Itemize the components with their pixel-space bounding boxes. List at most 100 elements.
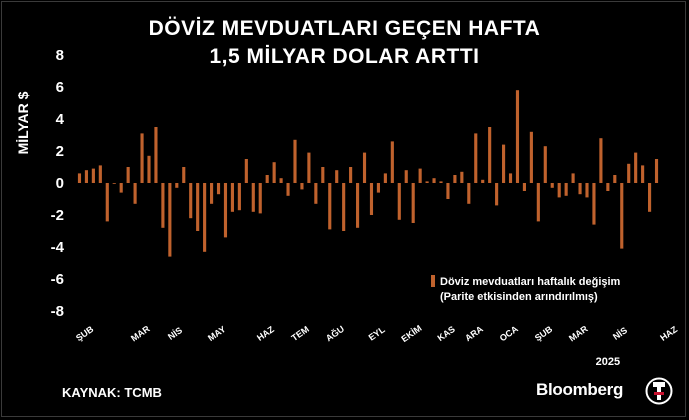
bar xyxy=(488,127,492,183)
bar xyxy=(105,183,109,222)
x-tick-label: HAZ xyxy=(255,324,276,343)
y-tick-label: -4 xyxy=(51,239,65,256)
brand-label: Bloomberg xyxy=(536,380,624,399)
bar xyxy=(634,152,638,183)
bar xyxy=(418,168,422,183)
y-tick-label: -2 xyxy=(51,207,64,224)
bar xyxy=(133,183,137,204)
bar xyxy=(321,167,325,183)
bar xyxy=(439,181,443,183)
bar xyxy=(147,155,151,183)
y-tick-label: 2 xyxy=(56,143,64,160)
x-tick-label: OCA xyxy=(498,323,521,343)
bar xyxy=(293,139,297,183)
bar xyxy=(126,167,130,183)
bar xyxy=(390,141,394,183)
bar xyxy=(342,183,346,231)
bar xyxy=(620,183,624,249)
legend-swatch xyxy=(431,275,435,287)
chart-title-line1: DÖVİZ MEVDUATLARI GEÇEN HAFTA xyxy=(148,17,541,40)
x-tick-label: EKİM xyxy=(399,323,423,344)
bar xyxy=(411,183,415,223)
bar xyxy=(168,183,172,257)
bar xyxy=(425,181,429,183)
x-tick-label: HAZ xyxy=(658,324,679,343)
bar xyxy=(543,146,547,183)
x-tick-label: ARA xyxy=(463,324,485,344)
bar xyxy=(265,175,269,183)
bar xyxy=(154,127,158,183)
bar xyxy=(585,183,589,198)
bar xyxy=(446,183,450,199)
y-tick-label: 6 xyxy=(56,79,64,96)
bar xyxy=(529,131,533,183)
bar xyxy=(307,152,311,183)
bar xyxy=(460,171,464,183)
bar xyxy=(328,183,332,230)
bar xyxy=(599,138,603,183)
bar xyxy=(349,167,353,183)
bar xyxy=(383,173,387,183)
bar xyxy=(606,183,610,191)
bar xyxy=(495,183,499,206)
x-tick-label: EYL xyxy=(367,324,387,343)
bar xyxy=(613,175,617,183)
legend-sublabel: (Parite etkisinden arındırılmış) xyxy=(440,291,598,303)
ht-logo-icon xyxy=(645,377,673,405)
x-tick-label: MAY xyxy=(206,324,227,343)
bar xyxy=(210,183,214,204)
x-tick-label: MAR xyxy=(567,323,590,343)
bar xyxy=(578,183,582,195)
y-tick-label: 4 xyxy=(56,111,65,128)
bar xyxy=(369,183,374,215)
bar xyxy=(91,168,95,183)
bar xyxy=(251,183,255,212)
x-tick-label: NİS xyxy=(611,325,629,342)
bar xyxy=(397,183,401,220)
bar xyxy=(467,183,471,204)
bar xyxy=(112,183,116,184)
bar xyxy=(300,183,304,190)
x-tick-label: ŞUB xyxy=(74,324,96,343)
bar xyxy=(189,183,193,219)
x-tick-label: AĞU xyxy=(323,323,346,343)
bar xyxy=(182,167,186,183)
bar xyxy=(474,133,478,183)
bar xyxy=(140,133,144,183)
bar xyxy=(230,183,234,212)
bar xyxy=(654,159,659,183)
bar xyxy=(279,178,283,183)
bar xyxy=(481,179,485,183)
bar xyxy=(272,162,276,183)
y-tick-label: -6 xyxy=(51,271,64,288)
bar xyxy=(550,183,554,188)
bar xyxy=(223,183,228,238)
bar xyxy=(77,173,82,183)
legend-label: Döviz mevduatları haftalık değişim xyxy=(440,276,621,288)
y-tick-label: 0 xyxy=(56,175,64,192)
bar xyxy=(84,170,88,183)
bar xyxy=(203,183,207,252)
bar xyxy=(196,183,200,231)
x-tick-label: KAS xyxy=(436,324,457,343)
bar xyxy=(258,183,262,214)
bar xyxy=(453,175,457,183)
bar xyxy=(648,183,652,212)
bar xyxy=(522,183,526,191)
bar xyxy=(557,183,561,198)
bar xyxy=(508,173,513,183)
bar xyxy=(362,152,367,183)
bar xyxy=(641,165,645,183)
x-tick-label: NİS xyxy=(166,325,184,342)
x-tick-label: ŞUB xyxy=(533,324,555,343)
bar xyxy=(592,183,596,225)
bar xyxy=(432,178,436,183)
source-label: KAYNAK: TCMB xyxy=(62,385,162,400)
y-tick-label: -8 xyxy=(51,303,64,320)
year-label: 2025 xyxy=(596,356,620,368)
bar xyxy=(286,183,290,196)
bar xyxy=(161,183,165,228)
bar xyxy=(244,159,248,183)
bar xyxy=(536,183,540,222)
